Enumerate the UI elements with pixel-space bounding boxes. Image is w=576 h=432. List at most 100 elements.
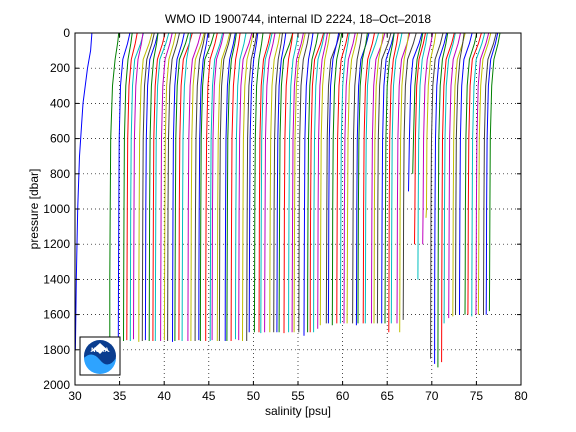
profile-line: [414, 32, 426, 245]
profile-line: [388, 32, 399, 333]
profile-line: [283, 32, 294, 334]
y-tick-label: 1400: [43, 272, 70, 286]
profile-line: [467, 32, 482, 315]
profile-line: [216, 32, 231, 342]
logo-text: NOAA: [91, 348, 109, 354]
profile-line: [269, 32, 281, 333]
profile-line: [488, 32, 501, 312]
profile-line: [357, 32, 368, 324]
profile-line: [327, 32, 340, 324]
chart-title: WMO ID 1900744, internal ID 2224, 18–Oct…: [165, 12, 431, 26]
profile-line: [437, 32, 449, 368]
profile-line: [141, 32, 155, 342]
x-tick-label: 55: [291, 389, 305, 403]
x-axis-title: salinity [psu]: [265, 404, 331, 418]
profile-line: [331, 32, 343, 326]
profile-line: [264, 32, 276, 333]
profile-line: [172, 32, 185, 342]
profile-line: [443, 32, 456, 324]
profile-line: [352, 32, 363, 324]
x-tick-label: 50: [247, 389, 261, 403]
profile-line: [138, 32, 153, 342]
profile-line: [390, 32, 403, 324]
x-tick-label: 35: [113, 389, 127, 403]
profile-line: [194, 32, 206, 342]
profile-line: [248, 32, 259, 333]
noaa-logo: NOAA: [79, 336, 121, 376]
profile-line: [422, 32, 434, 245]
profile-line: [211, 32, 225, 341]
profile-line: [441, 32, 455, 363]
profile-line: [154, 32, 170, 342]
profile-line: [205, 32, 218, 342]
y-tick-label: 1600: [43, 308, 70, 322]
profile-line: [144, 32, 159, 341]
profile-line: [417, 32, 428, 280]
y-tick-label: 0: [63, 26, 70, 40]
profile-line: [408, 32, 423, 192]
profile-line: [109, 32, 120, 341]
profile-line: [133, 32, 144, 340]
profile-line: [117, 32, 131, 343]
profile-line: [434, 32, 448, 364]
profile-line: [313, 32, 325, 333]
profile-line: [483, 32, 497, 315]
profile-line: [260, 32, 273, 334]
y-tick-label: 1800: [43, 343, 70, 357]
profile-line: [485, 32, 499, 315]
profile-line: [199, 32, 215, 342]
profile-line: [258, 32, 271, 333]
profile-line: [209, 32, 224, 342]
profile-line: [235, 32, 247, 340]
profile-line: [148, 32, 159, 342]
profile-line: [129, 32, 144, 342]
y-tick-label: 1000: [43, 202, 70, 216]
y-tick-label: 800: [50, 167, 70, 181]
profile-line: [475, 32, 490, 315]
profile-line: [339, 32, 350, 324]
y-tick-label: 200: [50, 61, 70, 75]
logo-bird: [90, 343, 110, 354]
profile-line: [384, 32, 395, 324]
profile-line: [399, 32, 410, 333]
profile-line: [273, 32, 283, 333]
profile-line: [126, 32, 138, 341]
profile-line: [74, 32, 93, 350]
y-tick-label: 400: [50, 96, 70, 110]
x-tick-label: 80: [514, 389, 528, 403]
profile-line: [167, 32, 180, 342]
profile-line: [396, 32, 411, 324]
profile-line: [291, 32, 304, 333]
ticks: [74, 32, 522, 386]
profile-line: [464, 32, 478, 315]
profile-line: [448, 32, 461, 319]
profile-line: [381, 32, 395, 324]
profile-line: [276, 32, 287, 333]
profile-line: [425, 32, 437, 218]
profile-line: [317, 32, 328, 329]
profile-line: [246, 32, 258, 342]
profiles: [74, 32, 501, 368]
profile-line: [242, 32, 254, 342]
profile-line: [459, 32, 473, 315]
profile-line: [123, 32, 133, 342]
profile-line: [224, 32, 236, 342]
x-tick-label: 70: [425, 389, 439, 403]
profile-line: [218, 32, 232, 342]
profile-line: [343, 32, 356, 324]
profile-line: [278, 32, 294, 333]
profile-line: [319, 32, 331, 326]
profile-line: [238, 32, 253, 341]
profile-line: [190, 32, 205, 342]
profile-line: [402, 32, 417, 320]
profile-line: [178, 32, 193, 341]
y-axis-title: pressure [dbar]: [27, 169, 41, 250]
profile-line: [230, 32, 241, 342]
profile-line: [336, 32, 349, 324]
profile-line: [373, 32, 384, 324]
x-tick-labels: 30 35 40 45 50 55 60 65 70 75 80: [68, 389, 528, 403]
profile-line: [477, 32, 492, 315]
x-tick-label: 40: [158, 389, 172, 403]
profile-line: [455, 32, 465, 315]
